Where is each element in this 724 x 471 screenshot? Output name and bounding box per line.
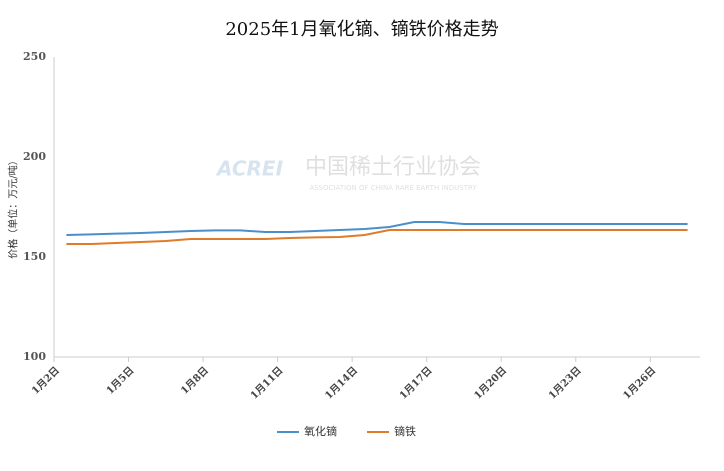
x-tick-label: 1月5日 [104, 364, 136, 396]
line-series [66, 221, 688, 236]
line-series [66, 229, 688, 245]
legend-label: 氧化镝 [304, 424, 337, 438]
y-axis-label: 价格（单位：万元/吨） [7, 155, 20, 258]
x-tick-label: 1月23日 [546, 364, 583, 401]
chart-title: 2025年1月氧化镝、镝铁价格走势 [225, 19, 498, 40]
y-tick-label: 100 [23, 350, 46, 363]
x-tick-label: 1月11日 [248, 364, 285, 401]
x-tick-label: 1月2日 [29, 364, 61, 396]
watermark-logo: ACREI [215, 157, 284, 181]
x-tick-label: 1月17日 [397, 364, 434, 401]
y-tick-label: 250 [23, 50, 46, 63]
legend-label: 镝铁 [394, 424, 416, 438]
y-tick-label: 200 [23, 150, 46, 163]
y-tick-label: 150 [23, 250, 46, 263]
watermark: ACREI 中国稀土行业协会 ASSOCIATION OF CHINA RARE… [215, 155, 481, 192]
x-tick-label: 1月8日 [178, 364, 210, 396]
watermark-name: 中国稀土行业协会 [305, 155, 481, 180]
watermark-subtitle: ASSOCIATION OF CHINA RARE EARTH INDUSTRY [309, 184, 477, 192]
x-tick-label: 1月14日 [323, 364, 360, 401]
x-tick-label: 1月20日 [472, 364, 509, 401]
x-tick-label: 1月26日 [621, 364, 658, 401]
